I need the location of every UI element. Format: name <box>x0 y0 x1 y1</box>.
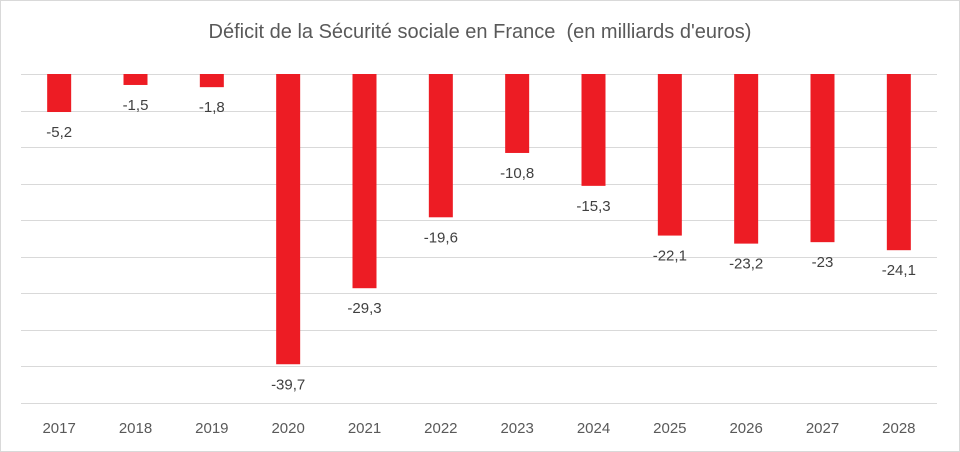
bar-2022 <box>428 74 453 218</box>
data-label-2023: -10,8 <box>500 165 534 182</box>
data-label-2027: -23 <box>812 254 834 271</box>
x-tick-label-2023: 2023 <box>500 420 533 437</box>
x-tick-label-2026: 2026 <box>729 420 762 437</box>
x-axis-ticks: 2017 2018 2019 2020 2021 2022 2023 2024 2025 2026… <box>42 420 915 437</box>
x-tick-label-2019: 2019 <box>195 420 228 437</box>
x-tick-label-2025: 2025 <box>653 420 686 437</box>
x-tick-label-2027: 2027 <box>806 420 839 437</box>
data-label-2028: -24,1 <box>882 262 916 279</box>
data-label-2017: -5,2 <box>46 124 72 141</box>
x-tick-label-2028: 2028 <box>882 420 915 437</box>
bar-2028 <box>886 74 911 251</box>
bar-2020 <box>276 74 301 365</box>
x-tick-label-2022: 2022 <box>424 420 457 437</box>
data-label-2018: -1,5 <box>123 97 149 114</box>
data-label-2020: -39,7 <box>271 376 305 393</box>
data-label-2026: -23,2 <box>729 256 763 273</box>
bar-2024 <box>581 74 606 186</box>
data-labels: -5,2 -1,5 -1,8 -39,7 -29,3 -19,6 -10,8 -15,3 -22… <box>46 97 916 393</box>
bar-2026 <box>734 74 759 244</box>
data-label-2025: -22,1 <box>653 248 687 265</box>
data-label-2022: -19,6 <box>424 229 458 246</box>
bar-2023 <box>505 74 530 153</box>
chart-title: Déficit de la Sécurité sociale en France… <box>208 21 752 43</box>
bar-2021 <box>352 74 377 289</box>
bar-2019 <box>199 74 224 88</box>
x-tick-label-2021: 2021 <box>348 420 381 437</box>
bar-2025 <box>657 74 682 236</box>
gridlines <box>21 74 937 404</box>
x-tick-label-2018: 2018 <box>119 420 152 437</box>
data-label-2021: -29,3 <box>347 300 381 317</box>
data-label-2019: -1,8 <box>199 99 225 116</box>
x-tick-label-2017: 2017 <box>42 420 75 437</box>
x-tick-label-2024: 2024 <box>577 420 610 437</box>
bars <box>47 74 911 365</box>
data-label-2024: -15,3 <box>576 198 610 215</box>
bar-2027 <box>810 74 835 243</box>
x-tick-label-2020: 2020 <box>271 420 304 437</box>
bar-2018 <box>123 74 148 85</box>
bar-2017 <box>47 74 72 113</box>
